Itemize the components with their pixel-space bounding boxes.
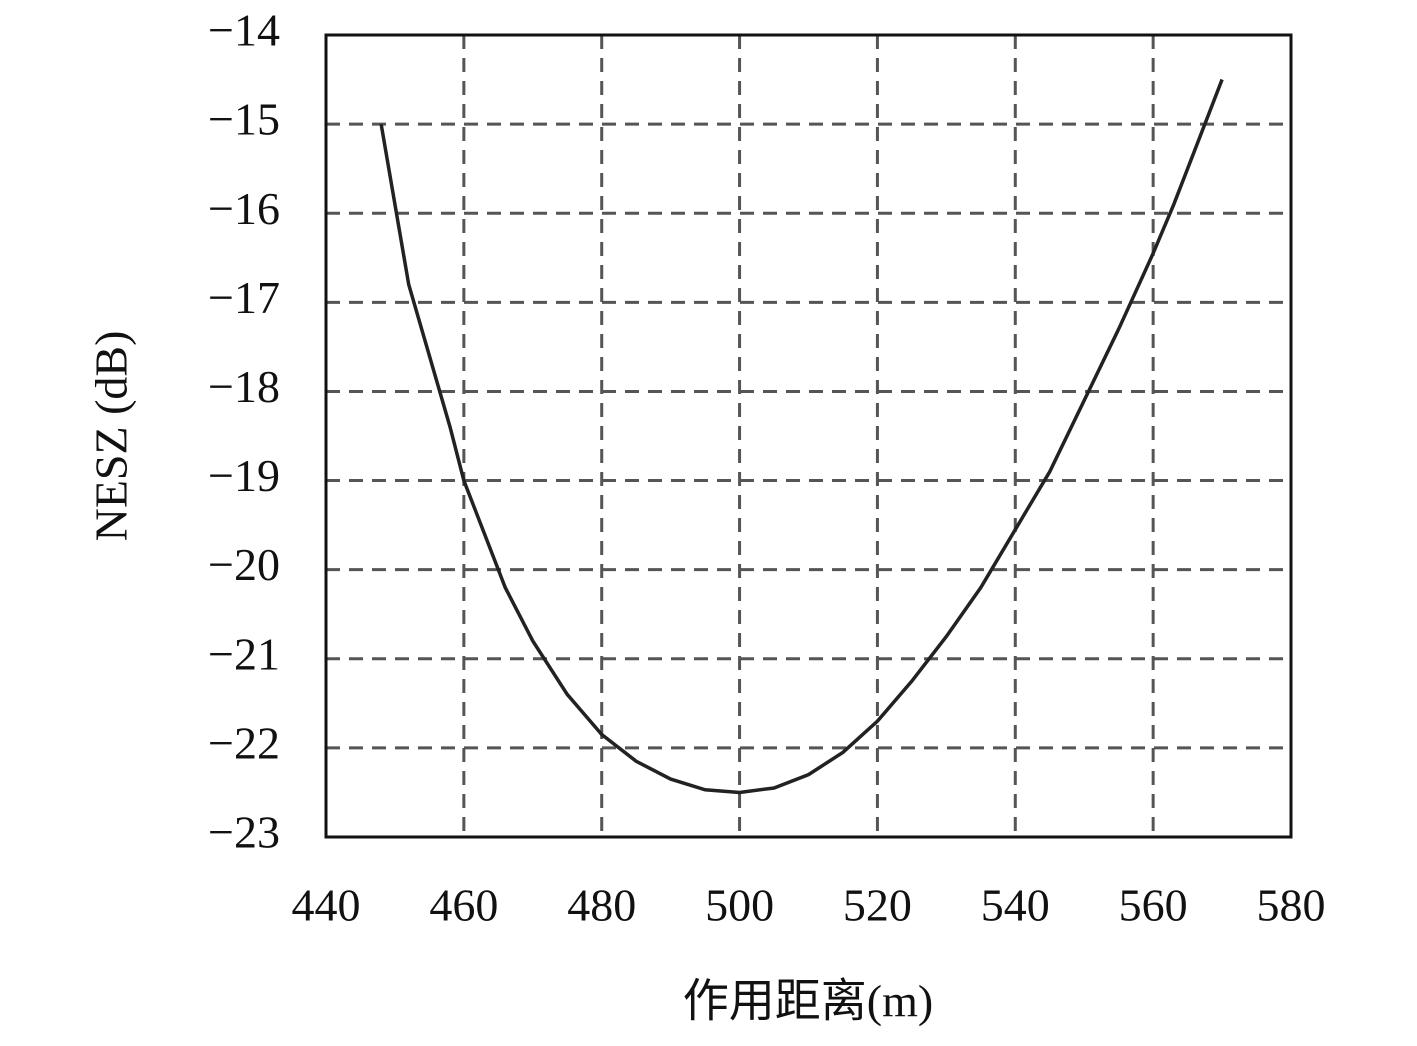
y-tick-label: −20 <box>208 539 280 590</box>
y-tick-label: −16 <box>208 183 280 234</box>
y-tick-label: −14 <box>208 5 280 56</box>
x-tick-label: 460 <box>429 880 498 931</box>
x-tick-label: 580 <box>1257 880 1326 931</box>
plot-frame <box>324 33 1293 839</box>
y-tick-label: −21 <box>208 628 280 679</box>
y-tick-label: −18 <box>208 361 280 412</box>
y-tick-label: −15 <box>208 94 280 145</box>
x-axis-label: 作用距离(m) <box>683 976 933 1027</box>
y-tick-label: −23 <box>208 807 280 858</box>
x-tick-label: 440 <box>292 880 361 931</box>
x-tick-label: 560 <box>1119 880 1188 931</box>
x-tick-label: 520 <box>843 880 912 931</box>
y-tick-label: −19 <box>208 450 280 501</box>
x-tick-label: 500 <box>705 880 774 931</box>
y-tick-label: −22 <box>208 717 280 768</box>
x-tick-label: 540 <box>981 880 1050 931</box>
y-tick-label: −17 <box>208 272 280 323</box>
data-line <box>379 78 1224 795</box>
y-axis-label: NESZ (dB) <box>86 331 137 542</box>
x-tick-label: 480 <box>567 880 636 931</box>
